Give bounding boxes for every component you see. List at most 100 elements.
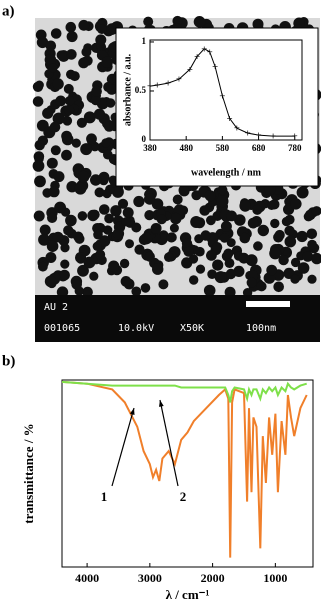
panel-label: b) [2, 353, 15, 369]
data-point: + [206, 47, 213, 56]
particle [307, 239, 317, 250]
particle [216, 195, 229, 208]
particle [94, 187, 105, 198]
particle [156, 214, 167, 225]
particle [50, 145, 61, 156]
particle [140, 283, 151, 293]
particle [82, 286, 93, 298]
particle [61, 149, 72, 161]
particle [219, 233, 230, 243]
x-axis-label: wavelength / nm [191, 167, 262, 178]
tem-text: 001065 [44, 323, 80, 334]
particle [32, 96, 44, 107]
particle [284, 214, 295, 225]
annotation: 1 [101, 489, 108, 504]
x-tick-label: 1000 [263, 571, 287, 585]
x-tick-label: 480 [179, 143, 193, 153]
particle [252, 18, 264, 30]
x-tick-label: 3000 [138, 571, 162, 585]
particle [233, 265, 245, 277]
particle [65, 214, 77, 227]
particle [273, 281, 285, 293]
particle [274, 229, 285, 241]
arrow-head [129, 408, 135, 415]
particle [169, 223, 179, 233]
y-axis-label: transmittance / % [21, 423, 36, 523]
particle [77, 264, 89, 277]
particle [214, 271, 227, 284]
particle [34, 175, 46, 188]
particle [131, 286, 142, 297]
particle [252, 204, 263, 215]
particle [193, 15, 206, 28]
particle [46, 240, 59, 252]
particle [307, 274, 317, 284]
particle [48, 63, 58, 73]
particle [56, 286, 69, 298]
particle [190, 216, 203, 228]
particle [83, 256, 96, 269]
particle [32, 81, 44, 93]
particle [311, 252, 321, 265]
particle [64, 96, 75, 106]
particle [93, 229, 103, 240]
particle [62, 116, 73, 126]
particle [144, 251, 155, 262]
particle [226, 210, 238, 222]
particle [120, 276, 132, 287]
particle [63, 104, 75, 116]
particle [45, 40, 57, 52]
particle [53, 171, 65, 183]
tem-text: 100nm [246, 323, 276, 334]
y-tick-label: 0 [142, 134, 147, 144]
particle [81, 47, 92, 57]
particle [77, 170, 90, 183]
particle [65, 21, 77, 33]
particle [290, 198, 302, 210]
particle [144, 210, 155, 221]
particle [306, 228, 318, 240]
particle [296, 186, 309, 199]
y-tick-label: 0.5 [135, 85, 147, 95]
particle [212, 259, 224, 271]
particle [61, 130, 72, 142]
particle [36, 36, 49, 49]
particle [52, 78, 64, 90]
particle [97, 24, 107, 34]
particle [204, 190, 216, 202]
data-point: + [270, 132, 277, 141]
particle [86, 133, 97, 145]
particle [39, 224, 51, 236]
data-point: + [165, 79, 172, 88]
particle [269, 199, 280, 210]
panel-label: a) [2, 3, 15, 19]
particle [117, 198, 129, 209]
particle [63, 83, 74, 94]
particle [297, 262, 310, 274]
particle [47, 212, 58, 223]
particle [77, 211, 88, 221]
particle [108, 260, 120, 272]
particle [247, 217, 259, 229]
particle [211, 242, 223, 253]
particle [71, 138, 81, 148]
particle [195, 264, 206, 274]
particle [164, 252, 174, 262]
particle [189, 275, 199, 285]
y-tick-label: 1 [142, 36, 147, 46]
particle [38, 233, 51, 246]
particle [112, 227, 125, 240]
particle [89, 209, 100, 220]
particle [92, 241, 103, 251]
particle [93, 108, 106, 120]
series-line [149, 48, 295, 137]
particle [89, 271, 99, 281]
particle [78, 57, 89, 69]
particle [44, 54, 57, 66]
data-point: + [201, 44, 208, 53]
series-line [61, 380, 308, 558]
particle [278, 254, 289, 266]
particle [60, 259, 70, 269]
x-tick-label: 380 [143, 143, 157, 153]
